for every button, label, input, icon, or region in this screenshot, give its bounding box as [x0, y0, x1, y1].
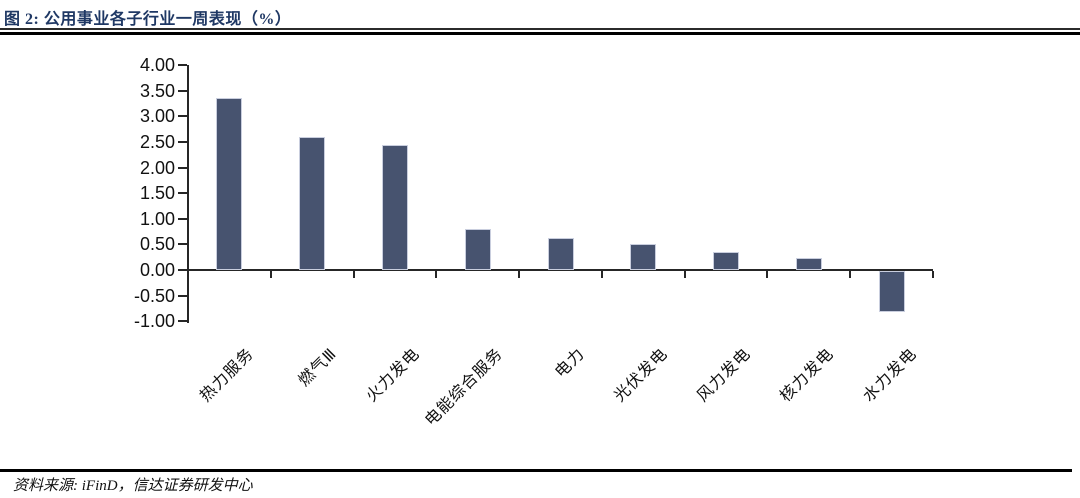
bar [795, 257, 822, 270]
y-axis-tick [178, 141, 187, 143]
figure-title: 图 2: 公用事业各子行业一周表现（%） [4, 11, 292, 28]
x-category-label: 热力服务 [197, 345, 258, 406]
y-axis-tick-label: 0.00 [139, 260, 175, 280]
x-category-label: 水力发电 [859, 345, 920, 406]
y-axis-tick [178, 294, 187, 297]
bar [630, 243, 657, 270]
y-axis-tick-label: 2.00 [139, 157, 175, 178]
y-axis-tick-label: -0.50 [133, 285, 175, 306]
y-axis-tick-label: 3.00 [139, 106, 175, 127]
x-category-label: 风力发电 [694, 345, 755, 406]
y-axis-tick-label: 1.50 [139, 183, 175, 204]
bar [381, 144, 408, 270]
x-axis-tick [683, 271, 686, 278]
bar [547, 237, 574, 270]
y-axis-tick [178, 192, 187, 195]
y-axis-tick [178, 89, 187, 92]
footer-rule [0, 469, 1072, 472]
x-axis-tick [352, 271, 355, 278]
x-category-label: 核力发电 [776, 345, 838, 406]
bar-chart: 4.00 3.50 3.00 2.50 2.00 1.50 1.00 0.50 0.00 -0.5… [133, 55, 934, 430]
x-axis-tick [766, 271, 769, 278]
x-axis-tick [849, 271, 852, 278]
bar [713, 252, 740, 270]
y-axis-tick [178, 115, 187, 118]
x-category-label: 火力发电 [363, 345, 424, 406]
y-axis-tick [178, 243, 187, 246]
y-axis-tick-label: 3.50 [139, 80, 175, 101]
y-axis-tick [178, 320, 187, 323]
x-category-label: 电能综合服务 [421, 345, 506, 430]
y-axis-tick [178, 269, 187, 271]
x-axis-tick [600, 271, 603, 278]
y-axis-tick [178, 217, 187, 220]
bar [299, 136, 326, 270]
y-axis-tick-label: 0.50 [139, 234, 175, 255]
source-note: 资料来源: iFinD，信达证券研发中心 [13, 478, 253, 494]
x-axis-line [187, 269, 933, 271]
y-axis-tick-label: 1.00 [139, 208, 175, 229]
x-axis-tick [518, 271, 521, 278]
bar [878, 271, 905, 313]
title-rule-thin [0, 28, 1080, 30]
x-category-label: 光伏发电 [611, 345, 672, 406]
x-axis-tick [435, 271, 438, 278]
x-axis-tick [932, 271, 934, 278]
title-rule-thick [0, 31, 1080, 35]
bar [216, 97, 243, 270]
y-axis-tick-label: -1.00 [133, 311, 175, 332]
x-category-label: 电力 [552, 345, 589, 382]
bar [464, 229, 491, 270]
y-axis-tick-label: 4.00 [139, 55, 175, 76]
y-axis-tick [178, 64, 187, 67]
y-axis-tick [178, 166, 187, 169]
x-category-label: 燃气Ⅲ [295, 345, 341, 390]
y-axis-line [187, 65, 189, 324]
y-axis-tick-label: 2.50 [139, 132, 175, 152]
x-axis-tick [269, 271, 272, 278]
